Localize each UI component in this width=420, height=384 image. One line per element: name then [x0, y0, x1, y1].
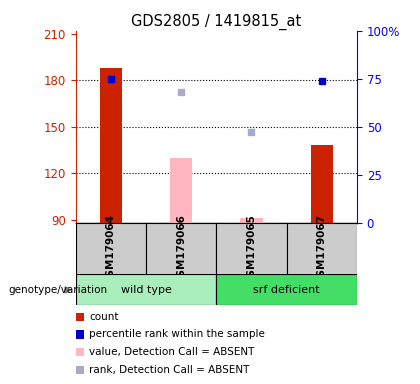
Polygon shape — [65, 287, 71, 293]
Bar — [287, 223, 357, 275]
Bar — [310, 145, 333, 223]
Bar — [216, 274, 357, 305]
Text: count: count — [89, 312, 118, 322]
Text: GSM179064: GSM179064 — [106, 214, 116, 284]
Bar — [216, 223, 287, 275]
Bar — [76, 274, 216, 305]
Text: wild type: wild type — [121, 285, 171, 295]
Text: rank, Detection Call = ABSENT: rank, Detection Call = ABSENT — [89, 365, 249, 375]
Text: GSM179067: GSM179067 — [317, 214, 327, 284]
Text: GSM179065: GSM179065 — [247, 214, 257, 283]
Text: srf deficient: srf deficient — [253, 285, 320, 295]
Bar — [240, 218, 263, 223]
Bar — [100, 68, 122, 223]
Bar — [146, 223, 216, 275]
Bar — [76, 223, 146, 275]
Text: GDS2805 / 1419815_at: GDS2805 / 1419815_at — [131, 13, 302, 30]
Text: genotype/variation: genotype/variation — [8, 285, 108, 295]
Text: percentile rank within the sample: percentile rank within the sample — [89, 329, 265, 339]
Text: GSM179066: GSM179066 — [176, 214, 186, 283]
Text: value, Detection Call = ABSENT: value, Detection Call = ABSENT — [89, 347, 255, 357]
Bar — [170, 158, 192, 223]
